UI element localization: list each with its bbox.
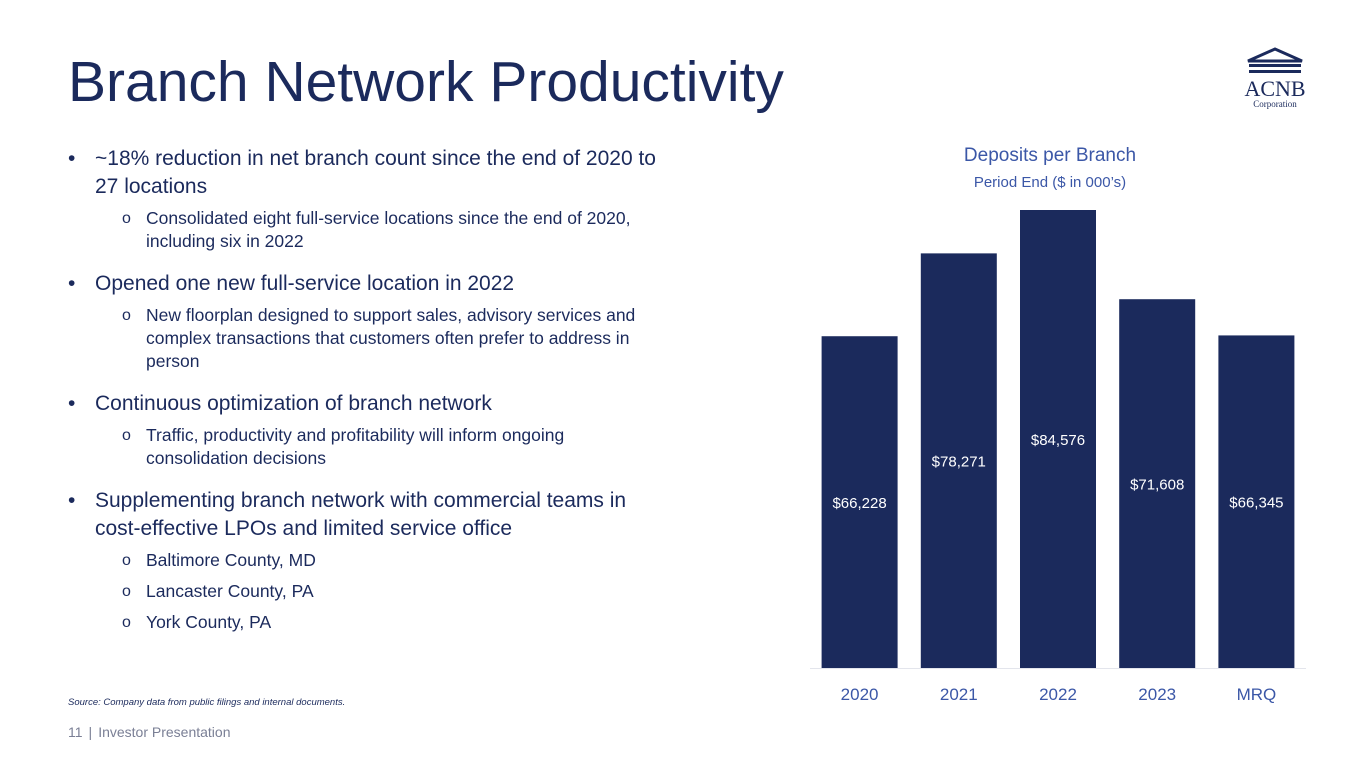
sub-bullet-text: Consolidated eight full-service location… — [146, 208, 631, 251]
sub-bullet-item: o Baltimore County, MD — [68, 549, 668, 572]
circle-marker-icon: o — [122, 210, 131, 227]
sub-bullet-item: o York County, PA — [68, 611, 668, 634]
sub-bullet-text: New floorplan designed to support sales,… — [146, 305, 636, 371]
x-tick-label: MRQ — [1237, 685, 1277, 704]
x-tick-label: 2021 — [940, 685, 978, 704]
circle-marker-icon: o — [122, 583, 131, 600]
data-label: $66,345 — [1229, 495, 1283, 512]
x-tick-label: 2023 — [1138, 685, 1176, 704]
circle-marker-icon: o — [122, 427, 131, 444]
sub-bullet-text: Lancaster County, PA — [146, 581, 314, 601]
footer-label: Investor Presentation — [98, 724, 231, 740]
bullet-dot: • — [68, 272, 76, 295]
acnb-logo: ACNB Corporation — [1240, 47, 1310, 111]
page-number: 11 — [68, 724, 83, 740]
bullet-item: • Supplementing branch network with comm… — [68, 487, 668, 543]
data-label: $71,608 — [1130, 477, 1184, 494]
chart-subtitle: Period End ($ in 000’s) — [973, 174, 1127, 191]
sub-bullet-item: o New floorplan designed to support sale… — [68, 304, 668, 373]
footer: 11 | Investor Presentation — [68, 724, 230, 740]
bar-2023 — [1119, 299, 1196, 668]
svg-text:ACNB: ACNB — [1244, 76, 1305, 101]
bar-mrq — [1218, 335, 1295, 668]
circle-marker-icon: o — [122, 552, 131, 569]
bar-2022 — [1020, 210, 1096, 668]
page-title: Branch Network Productivity — [68, 50, 784, 114]
footer-separator: | — [88, 724, 93, 740]
bullet-list: • ~18% reduction in net branch count sin… — [68, 145, 668, 634]
data-label: $84,576 — [1031, 432, 1085, 449]
bullet-item: • Opened one new full-service location i… — [68, 270, 668, 298]
bar-2021 — [920, 253, 997, 669]
bullet-dot: • — [68, 392, 76, 415]
svg-text:Corporation: Corporation — [1253, 99, 1297, 109]
x-tick-label: 2020 — [841, 685, 879, 704]
sub-bullet-item: o Consolidated eight full-service locati… — [68, 207, 668, 253]
sub-bullet-text: Baltimore County, MD — [146, 550, 316, 570]
source-note: Source: Company data from public filings… — [68, 697, 346, 708]
data-label: $66,228 — [832, 495, 886, 512]
sub-bullet-text: Traffic, productivity and profitability … — [146, 425, 565, 468]
chart-title: Deposits per Branch — [963, 145, 1137, 166]
bullet-text: Supplementing branch network with commer… — [95, 489, 627, 540]
bullet-item: • Continuous optimization of branch netw… — [68, 390, 668, 418]
circle-marker-icon: o — [122, 307, 131, 324]
sub-bullet-item: o Traffic, productivity and profitabilit… — [68, 424, 668, 470]
circle-marker-icon: o — [122, 614, 131, 631]
x-tick-label: 2022 — [1039, 685, 1077, 704]
bullet-text: Opened one new full-service location in … — [95, 272, 515, 295]
sub-bullet-item: o Lancaster County, PA — [68, 580, 668, 603]
data-label: $78,271 — [932, 454, 986, 471]
bullet-dot: • — [68, 489, 76, 512]
bar-2020 — [821, 336, 898, 668]
sub-bullet-text: York County, PA — [146, 612, 272, 632]
bullet-text: Continuous optimization of branch networ… — [95, 392, 492, 415]
bullet-dot: • — [68, 147, 76, 170]
bullet-item: • ~18% reduction in net branch count sin… — [68, 145, 668, 201]
bullet-text: ~18% reduction in net branch count since… — [95, 147, 656, 198]
